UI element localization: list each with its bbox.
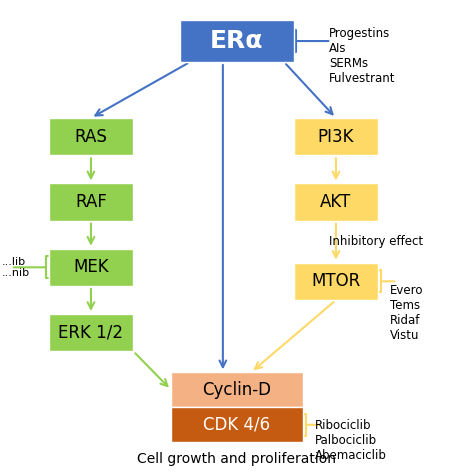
Text: MEK: MEK bbox=[73, 258, 109, 276]
FancyBboxPatch shape bbox=[181, 20, 293, 62]
FancyBboxPatch shape bbox=[293, 183, 378, 221]
FancyBboxPatch shape bbox=[48, 314, 133, 351]
FancyBboxPatch shape bbox=[171, 407, 303, 442]
Text: Cyclin-D: Cyclin-D bbox=[202, 381, 272, 399]
Text: ERK 1/2: ERK 1/2 bbox=[58, 324, 123, 342]
FancyBboxPatch shape bbox=[293, 118, 378, 155]
Text: AKT: AKT bbox=[320, 193, 352, 211]
FancyBboxPatch shape bbox=[48, 249, 133, 286]
Text: ERα: ERα bbox=[210, 29, 264, 53]
FancyBboxPatch shape bbox=[171, 372, 303, 407]
Text: MTOR: MTOR bbox=[311, 273, 361, 290]
Text: Evero
Tems
Ridaf
Vistu: Evero Tems Ridaf Vistu bbox=[390, 283, 424, 342]
FancyBboxPatch shape bbox=[48, 118, 133, 155]
FancyBboxPatch shape bbox=[48, 183, 133, 221]
Text: Ribociclib
Palbociclib
Abemaciclib: Ribociclib Palbociclib Abemaciclib bbox=[315, 419, 387, 462]
Text: ...lib
...nib: ...lib ...nib bbox=[1, 256, 29, 278]
Text: PI3K: PI3K bbox=[318, 128, 354, 146]
FancyBboxPatch shape bbox=[293, 263, 378, 300]
Text: Progestins
AIs
SERMs
Fulvestrant: Progestins AIs SERMs Fulvestrant bbox=[329, 27, 395, 85]
Text: Cell growth and proliferation: Cell growth and proliferation bbox=[137, 452, 337, 465]
Text: RAS: RAS bbox=[74, 128, 107, 146]
Text: Inhibitory effect: Inhibitory effect bbox=[329, 235, 423, 248]
Text: RAF: RAF bbox=[75, 193, 107, 211]
Text: CDK 4/6: CDK 4/6 bbox=[203, 416, 271, 434]
